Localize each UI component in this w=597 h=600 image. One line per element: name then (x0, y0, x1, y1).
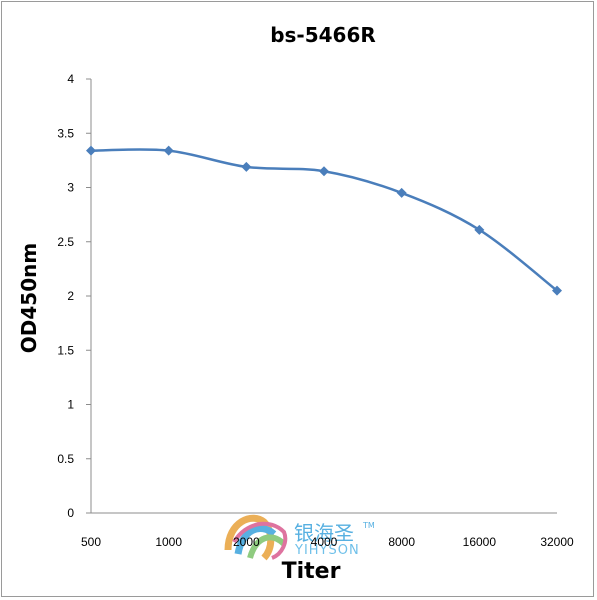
x-tick-label: 2000 (233, 535, 260, 549)
y-tick-label: 4 (67, 72, 74, 86)
watermark-tm: TM (362, 521, 375, 530)
y-tick-label: 3.5 (57, 126, 74, 140)
data-point-16000 (474, 224, 485, 235)
watermark-english: YIHYSON (294, 543, 360, 558)
x-tick-label: 500 (81, 535, 101, 549)
x-tick-label: 4000 (311, 535, 338, 549)
y-axis-label: OD450nm (17, 243, 41, 353)
watermark-chinese: 银海圣 (294, 521, 354, 545)
watermark-logo: 银海圣 TM YIHYSON (224, 514, 375, 561)
y-tick-label: 3 (67, 181, 74, 195)
chart-title: bs-5466R (270, 23, 376, 47)
data-point-2000 (241, 161, 252, 172)
x-tick-label: 1000 (155, 535, 182, 549)
y-tick-label: 0.5 (57, 452, 74, 466)
data-point-32000 (552, 285, 562, 296)
data-point-4000 (319, 166, 329, 177)
x-axis-label: Titer (282, 559, 341, 584)
y-tick-label: 2.5 (57, 235, 74, 249)
y-tick-label: 2 (67, 289, 74, 303)
axes (90, 79, 557, 514)
data-series (86, 145, 562, 296)
y-tick-labels: 0 0.5 1 1.5 2 2.5 3 3.5 4 (57, 72, 91, 520)
y-tick-label: 1 (67, 398, 74, 412)
y-tick-label: 1.5 (57, 343, 74, 357)
data-point-1000 (163, 145, 174, 156)
data-point-8000 (396, 187, 407, 198)
x-tick-labels: 500 1000 2000 4000 8000 16000 32000 (81, 535, 574, 549)
data-point-500 (86, 145, 96, 156)
logo-mark-icon (224, 514, 288, 561)
x-tick-label: 8000 (388, 535, 415, 549)
x-tick-label: 16000 (463, 535, 497, 549)
x-tick-label: 32000 (540, 535, 574, 549)
y-tick-label: 0 (67, 506, 74, 520)
